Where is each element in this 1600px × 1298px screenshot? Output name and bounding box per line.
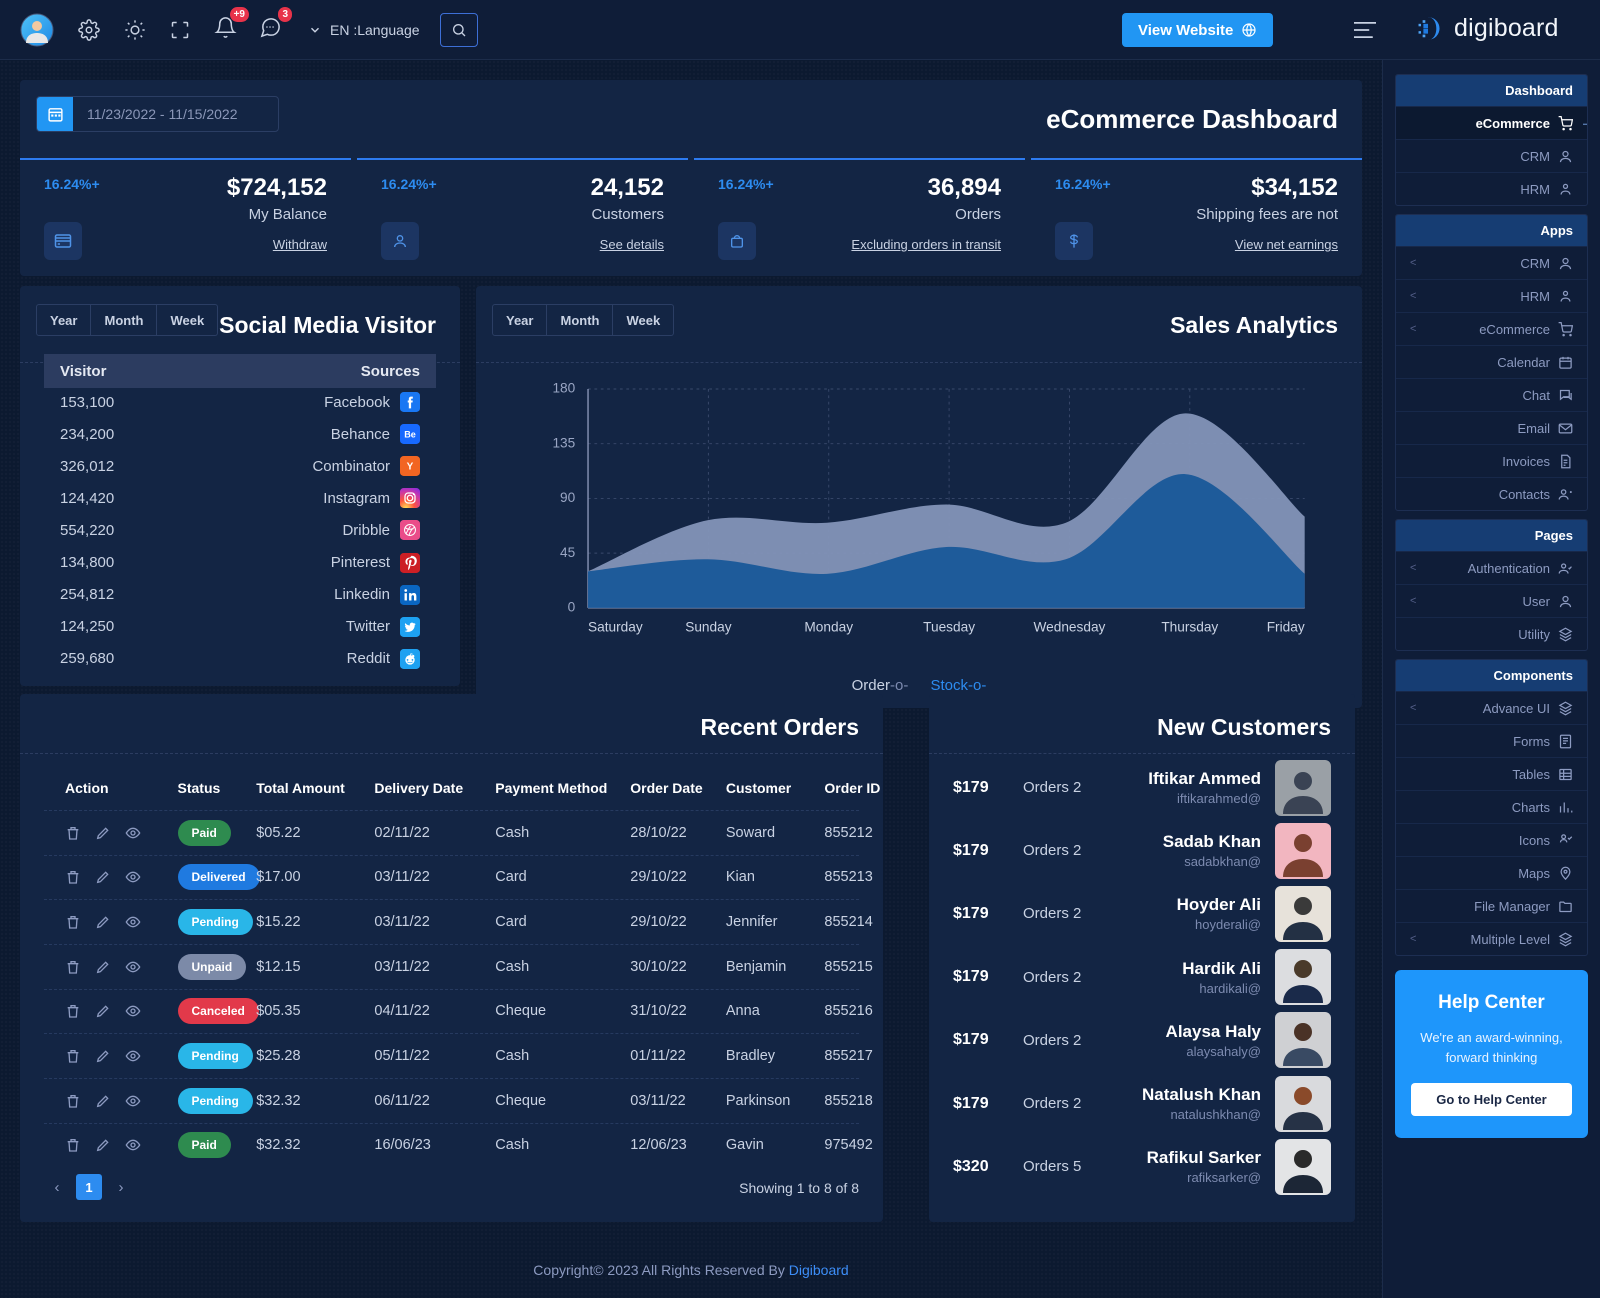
svg-text:Monday: Monday (804, 620, 853, 635)
svg-text:Saturday: Saturday (588, 620, 643, 635)
svg-text:180: 180 (552, 381, 575, 396)
svg-text:Friday: Friday (1267, 620, 1305, 635)
svg-text:Y: Y (407, 462, 414, 473)
svg-text:Be: Be (404, 430, 416, 440)
svg-text:135: 135 (552, 435, 575, 450)
svg-text:45: 45 (560, 545, 576, 560)
svg-text:Wednesday: Wednesday (1034, 620, 1106, 635)
svg-text:Sunday: Sunday (685, 620, 731, 635)
svg-text:0: 0 (568, 599, 576, 614)
svg-text:90: 90 (560, 490, 576, 505)
svg-text:Tuesday: Tuesday (923, 620, 975, 635)
svg-text:Thursday: Thursday (1161, 620, 1218, 635)
